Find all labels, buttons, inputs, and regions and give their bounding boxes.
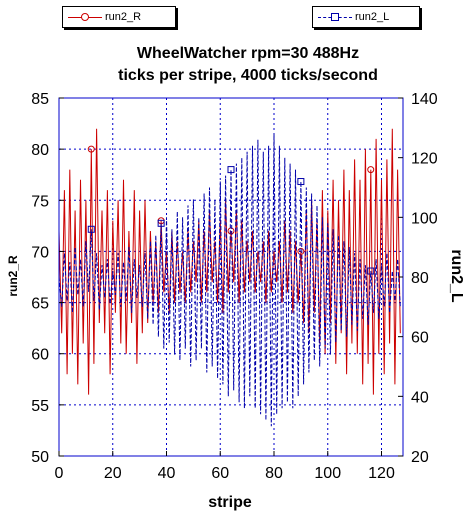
chart-title-line1: WheelWatcher rpm=30 488Hz [137, 45, 359, 62]
y-axis-left-label: run2_R [6, 255, 20, 297]
y-right-tick-label: 20 [411, 449, 429, 466]
frame-layer [58, 97, 404, 457]
data-point-marker [297, 247, 305, 255]
data-point-marker [87, 145, 95, 153]
legend-run2-r-label: run2_R [105, 11, 142, 23]
data-point-marker [157, 219, 165, 227]
x-tick-label: 120 [368, 465, 395, 482]
y-right-tick-label: 100 [411, 210, 438, 227]
chart-title-line2: ticks per stripe, 4000 ticks/second [118, 67, 378, 84]
data-point-marker [367, 267, 375, 275]
series-layer [58, 128, 401, 427]
y-left-tick-label: 85 [31, 91, 49, 108]
y-left-tick-label: 70 [31, 244, 49, 261]
x-tick-label: 20 [104, 465, 122, 482]
legend-run2-l: run2_L [312, 6, 420, 28]
y-left-tick-label: 60 [31, 347, 49, 364]
series-line-run2-l [58, 133, 401, 427]
x-tick-label: 40 [158, 465, 176, 482]
y-right-tick-label: 140 [411, 91, 438, 108]
y-left-tick-label: 80 [31, 142, 49, 159]
legend-run2-r-circle-marker [81, 13, 89, 21]
y-right-tick-label: 120 [411, 151, 438, 168]
y-right-tick-label: 40 [411, 389, 429, 406]
x-tick-label: 60 [211, 465, 229, 482]
x-tick-label: 80 [265, 465, 283, 482]
data-point-marker [227, 227, 235, 235]
legend-run2-l-label: run2_L [355, 11, 390, 23]
data-point-marker [297, 178, 305, 186]
y-left-tick-label: 65 [31, 296, 49, 313]
y-left-tick-label: 55 [31, 398, 49, 415]
data-point-marker [367, 166, 375, 174]
y-right-tick-label: 60 [411, 330, 429, 347]
tick-layer: 0 20 40 60 80 100 120 50 55 60 65 70 75 80 85 20 40 60 80 1… [31, 91, 438, 482]
data-point-marker [227, 166, 235, 174]
x-tick-label: 100 [314, 465, 341, 482]
x-tick-label: 0 [55, 465, 64, 482]
x-axis-label: stripe [208, 494, 252, 511]
legend-run2-r: run2_R [62, 6, 176, 28]
y-right-tick-label: 80 [411, 270, 429, 287]
data-point-marker [87, 225, 95, 233]
y-left-tick-label: 50 [31, 449, 49, 466]
y-axis-right-label: run2_L [448, 249, 465, 303]
y-left-tick-label: 75 [31, 193, 49, 210]
grid-layer [59, 98, 403, 456]
legend-run2-l-square-marker [331, 13, 339, 21]
plot-frame [58, 97, 404, 457]
